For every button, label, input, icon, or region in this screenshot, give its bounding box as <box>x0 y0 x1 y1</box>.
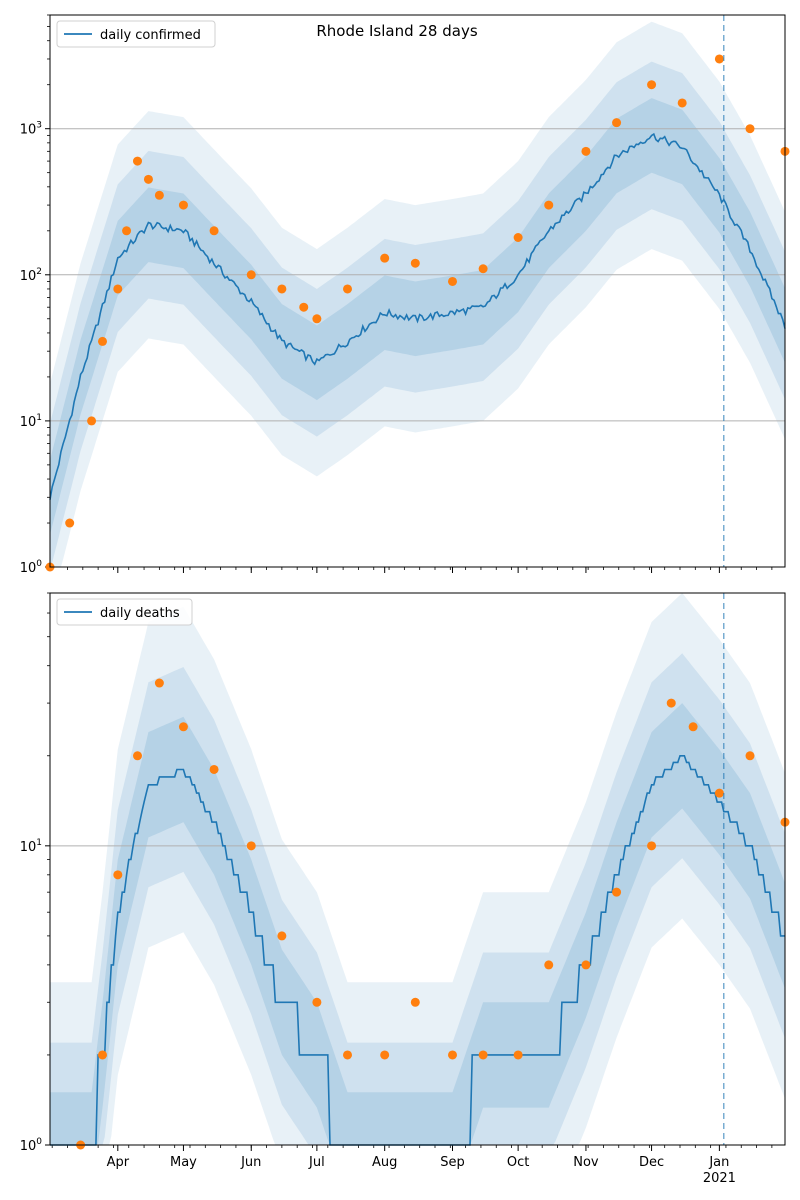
y-tick-label: 100 <box>20 559 43 576</box>
data-point <box>745 124 755 134</box>
series-line <box>49 132 786 500</box>
data-point <box>380 253 390 263</box>
y-tick-label: 102 <box>20 267 42 284</box>
uncertainty-band <box>50 61 785 567</box>
data-point <box>410 997 420 1007</box>
legend-label: daily confirmed <box>100 28 201 43</box>
y-tick-label: 101 <box>20 413 42 430</box>
uncertainty-band <box>50 21 785 567</box>
y-tick-label: 100 <box>20 1137 43 1154</box>
data-point <box>677 98 687 108</box>
data-point <box>666 698 676 708</box>
data-point <box>544 960 554 970</box>
legend-label: daily deaths <box>100 606 180 621</box>
data-point <box>98 336 107 346</box>
data-point <box>133 751 142 761</box>
data-point <box>299 302 309 312</box>
data-point <box>312 314 322 324</box>
data-point <box>87 416 97 426</box>
axes-frame <box>49 592 786 1146</box>
data-point <box>647 80 657 90</box>
data-point <box>343 1050 352 1060</box>
data-point <box>513 1050 523 1060</box>
data-point <box>343 284 352 294</box>
legend-box <box>56 20 216 48</box>
data-point <box>209 226 219 236</box>
x-tick-label: Sep <box>440 1155 465 1170</box>
deaths-panel: 100 101 Apr May Jun Jul Aug Sep Oct Nov Dec Jan2021… <box>20 592 790 1186</box>
data-point <box>178 200 188 210</box>
data-point <box>133 156 142 166</box>
x-tick-label: Jul <box>308 1155 325 1170</box>
data-point <box>544 200 554 210</box>
data-point <box>448 1050 457 1060</box>
uncertainty-band <box>50 653 785 1145</box>
data-point <box>745 751 755 761</box>
data-point <box>143 174 153 184</box>
x-tick-year-label: 2021 <box>703 1171 736 1186</box>
data-point <box>513 232 523 242</box>
data-point <box>113 870 123 880</box>
data-point <box>714 54 724 64</box>
uncertainty-band <box>50 703 785 1145</box>
x-tick-label: Dec <box>639 1155 664 1170</box>
data-point <box>581 960 591 970</box>
data-point <box>277 931 287 941</box>
data-point <box>410 258 420 268</box>
data-point <box>688 722 698 732</box>
x-tick-label: Aug <box>372 1155 397 1170</box>
uncertainty-band <box>50 98 785 535</box>
data-point <box>98 1050 107 1060</box>
x-tick-label: Jan <box>708 1155 729 1170</box>
y-tick-label: 101 <box>20 838 42 855</box>
confirmed-panel: 100 101 102 103 daily confirmed <box>20 14 790 576</box>
data-point <box>154 190 164 200</box>
x-tick-label: Oct <box>507 1155 529 1170</box>
uncertainty-band <box>50 593 785 1145</box>
data-point <box>122 226 132 236</box>
data-point <box>113 284 123 294</box>
x-tick-label: Nov <box>573 1155 599 1170</box>
y-tick-label: 103 <box>20 121 42 138</box>
data-point <box>178 722 188 732</box>
data-point <box>612 887 622 897</box>
legend-box <box>56 598 193 626</box>
chart-title: Rhode Island 28 days <box>316 22 477 40</box>
data-point <box>312 997 322 1007</box>
data-point <box>647 841 657 851</box>
x-tick-label: Jun <box>240 1155 261 1170</box>
data-point <box>714 788 724 798</box>
x-tick-label: Apr <box>107 1155 130 1170</box>
x-tick-label: May <box>170 1155 197 1170</box>
data-point <box>478 1050 488 1060</box>
axes-frame <box>49 14 786 568</box>
data-point <box>612 118 622 128</box>
data-point <box>478 264 488 274</box>
data-point <box>277 284 287 294</box>
data-point <box>380 1050 390 1060</box>
data-point <box>154 678 164 688</box>
data-point <box>65 518 75 528</box>
data-point <box>581 146 591 156</box>
data-point <box>246 270 256 280</box>
data-point <box>246 841 256 851</box>
data-point <box>209 764 219 774</box>
data-point <box>448 276 457 286</box>
